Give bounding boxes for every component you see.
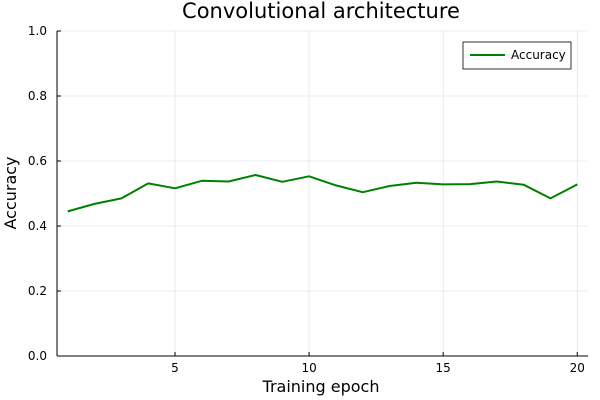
x-tick-label: 5 xyxy=(171,361,179,375)
y-tick-label: 1.0 xyxy=(28,24,47,38)
axes xyxy=(56,30,588,357)
legend-label-accuracy: Accuracy xyxy=(511,48,566,62)
x-tick-labels: 5 10 15 20 xyxy=(171,361,585,375)
y-tick-labels: 0.0 0.2 0.4 0.6 0.8 1.0 xyxy=(28,24,47,363)
legend: Accuracy xyxy=(462,41,572,70)
series-layer xyxy=(67,174,578,213)
x-tick-label: 15 xyxy=(436,361,451,375)
x-tick-label: 20 xyxy=(570,361,585,375)
x-axis-label: Training epoch xyxy=(262,377,380,396)
y-axis-label: Accuracy xyxy=(1,156,20,229)
y-tick-label: 0.8 xyxy=(28,89,47,103)
series-line-accuracy xyxy=(67,174,578,213)
chart-title: Convolutional architecture xyxy=(182,0,460,23)
y-tick-label: 0.2 xyxy=(28,284,47,298)
x-tick-label: 10 xyxy=(301,361,316,375)
grid xyxy=(57,30,588,357)
y-tick-label: 0.6 xyxy=(28,154,47,168)
y-tick-label: 0.4 xyxy=(28,219,47,233)
y-tick-label: 0.0 xyxy=(28,349,47,363)
